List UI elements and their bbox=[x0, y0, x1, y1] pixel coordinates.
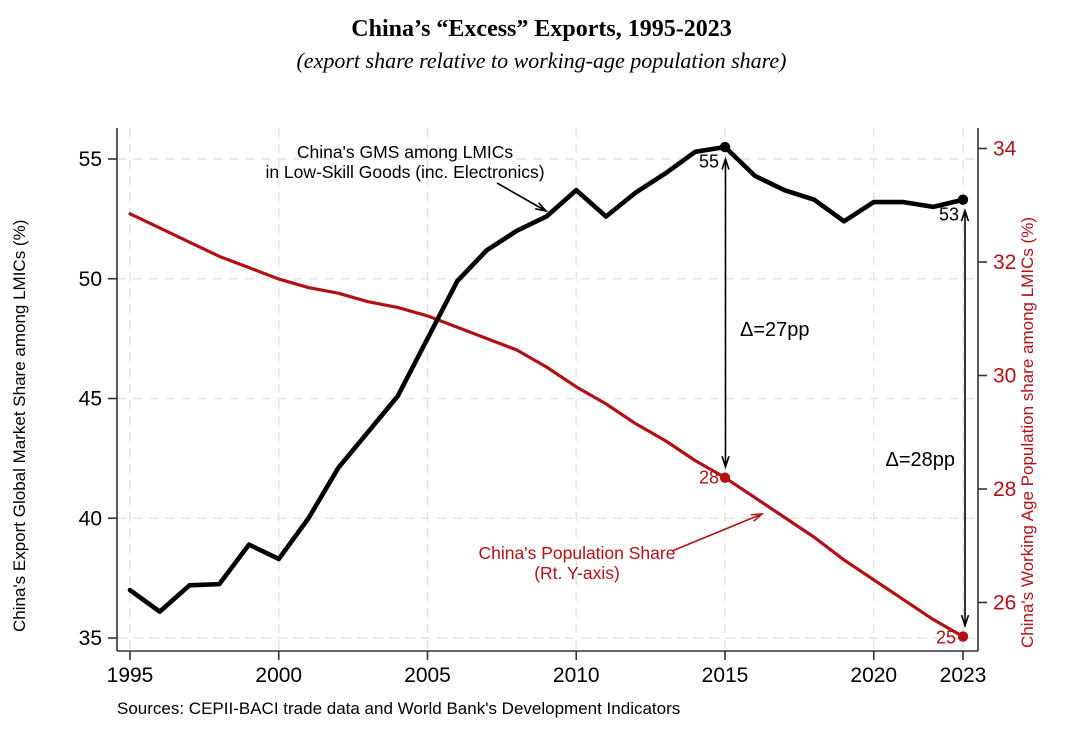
axes bbox=[108, 128, 987, 660]
x-tick-label: 2005 bbox=[404, 664, 451, 687]
red-point-marker bbox=[719, 472, 731, 483]
right-tick-label: 26 bbox=[993, 592, 1016, 615]
x-tick-label: 2010 bbox=[553, 664, 600, 687]
red-series-label-line1: China's Population Share bbox=[478, 543, 676, 563]
left-tick-label: 35 bbox=[79, 627, 102, 650]
left-tick-label: 45 bbox=[79, 388, 102, 411]
left-y-axis-title: China's Export Global Market Share among… bbox=[10, 219, 29, 632]
black-2023-value-label: 53 bbox=[938, 204, 959, 225]
gms-export-share-line bbox=[127, 144, 966, 614]
delta-2023-arrow-head bbox=[960, 614, 970, 629]
left-tick-label: 40 bbox=[79, 507, 102, 530]
red-2023-value-label: 25 bbox=[935, 627, 956, 648]
tick-labels: 35 40 45 50 55 26 28 30 32 34 1995 2000 2005 2010 2015… bbox=[79, 138, 1017, 688]
red-series-label-line2: (Rt. Y-axis) bbox=[534, 563, 620, 583]
delta-2023-arrow-head bbox=[960, 208, 970, 222]
x-tick-label: 2000 bbox=[255, 664, 302, 687]
red-2015-value-label: 28 bbox=[698, 467, 719, 488]
right-tick-label: 28 bbox=[993, 478, 1016, 501]
right-y-axis-title: China's Working Age Population share amo… bbox=[1018, 217, 1037, 648]
delta-2023-label: Δ=28pp bbox=[885, 449, 955, 471]
population-share-line bbox=[128, 212, 965, 639]
data-point-markers bbox=[719, 141, 969, 642]
annotation-arrows bbox=[496, 156, 970, 629]
x-tick-label: 2023 bbox=[940, 664, 987, 687]
right-tick-label: 34 bbox=[993, 138, 1017, 161]
x-tick-label: 2015 bbox=[702, 664, 749, 687]
series-polyline bbox=[127, 144, 966, 614]
black-series-label: China's GMS among LMICs in Low-Skill Goo… bbox=[245, 142, 565, 182]
series-polyline bbox=[128, 212, 965, 639]
x-tick-label: 1995 bbox=[107, 664, 154, 687]
left-tick-label: 50 bbox=[79, 268, 102, 291]
red-series-label-arrow bbox=[671, 513, 763, 552]
black-2015-value-label: 55 bbox=[698, 151, 719, 172]
black-point-marker bbox=[719, 141, 731, 153]
black-point-marker bbox=[957, 194, 969, 205]
delta-2015-arrow-head bbox=[721, 455, 730, 470]
red-point-marker bbox=[957, 631, 969, 642]
black-series-label-arrow bbox=[496, 182, 547, 212]
delta-2015-arrow-head bbox=[721, 156, 730, 170]
red-series-label: China's Population Share (Rt. Y-axis) bbox=[437, 543, 717, 583]
chart-subtitle: (export share relative to working-age po… bbox=[296, 48, 787, 73]
red-series-label-arrow-head bbox=[750, 513, 765, 522]
right-tick-label: 32 bbox=[993, 251, 1016, 274]
black-series-label-arrow-head bbox=[535, 202, 549, 213]
black-series-label-line2: in Low-Skill Goods (inc. Electronics) bbox=[265, 162, 545, 182]
black-series-label-line1: China's GMS among LMICs bbox=[296, 142, 514, 162]
right-tick-label: 30 bbox=[993, 365, 1016, 388]
x-tick-label: 2020 bbox=[850, 664, 897, 687]
chart-title: China’s “Excess” Exports, 1995-2023 bbox=[351, 16, 732, 42]
source-note: Sources: CEPII-BACI trade data and World… bbox=[117, 699, 681, 718]
left-tick-label: 55 bbox=[79, 148, 102, 171]
delta-2015-label: Δ=27pp bbox=[740, 319, 810, 341]
